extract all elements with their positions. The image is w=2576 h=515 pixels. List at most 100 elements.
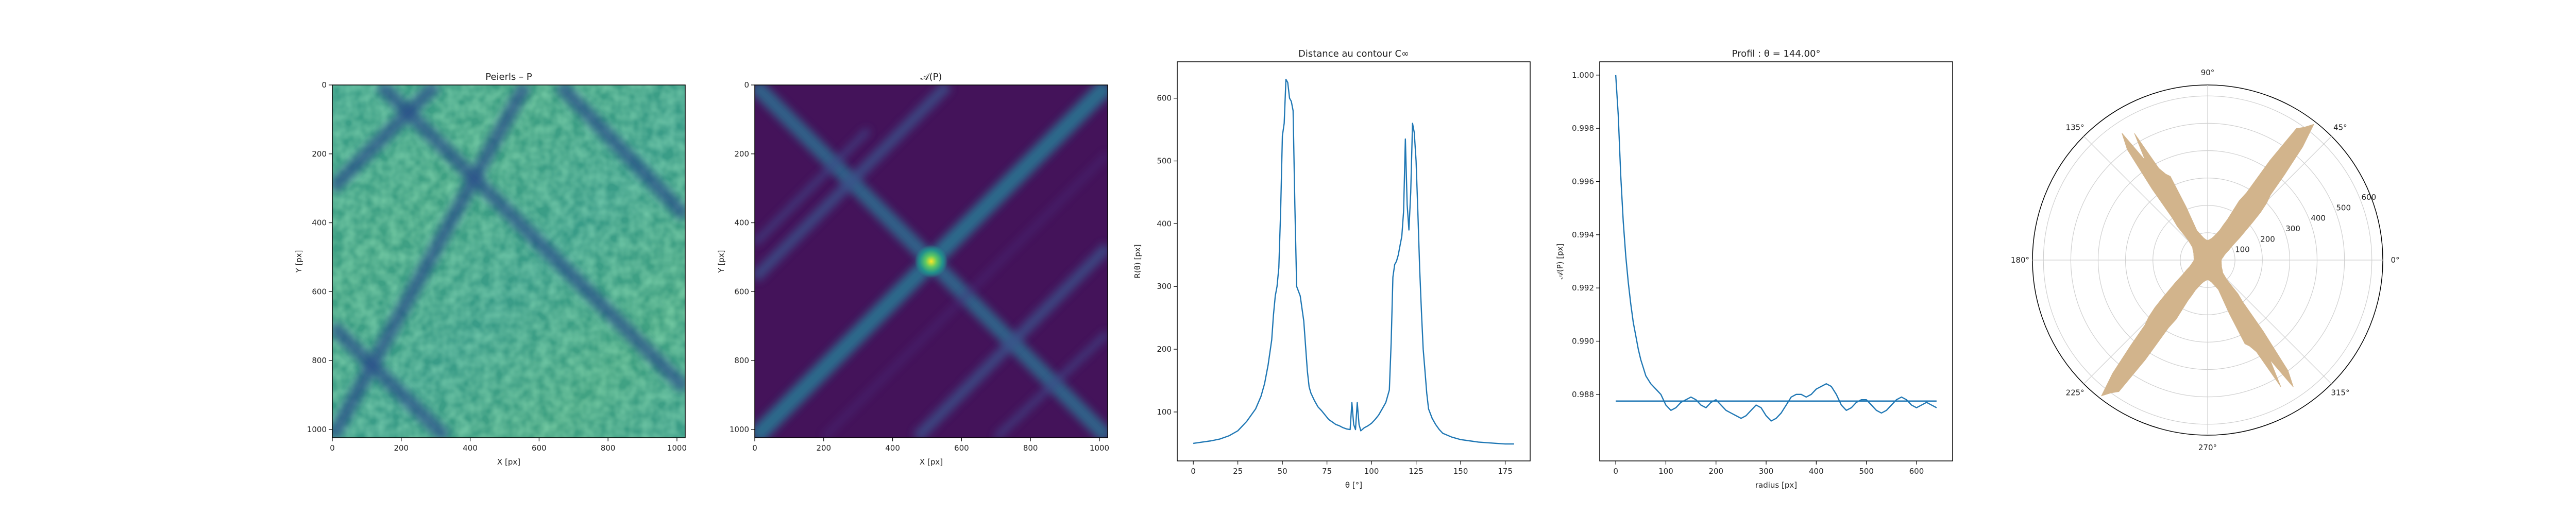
y-tick-label: 1000 [307, 425, 327, 434]
profile-series-line [1615, 75, 1937, 422]
theta-tick-label: 90° [2201, 68, 2215, 77]
y-tick-label: 400 [312, 218, 327, 228]
polar-grid-spoke [2083, 136, 2208, 261]
panel-title: Distance au contour C∞ [1298, 48, 1409, 59]
correlation-ridge [755, 127, 871, 246]
y-tick-label: 200 [734, 149, 749, 159]
x-tick-label: 25 [1233, 467, 1243, 476]
theta-tick-label: 0° [2391, 255, 2399, 265]
x-tick-label: 0 [752, 443, 757, 453]
theta-tick-label: 270° [2198, 443, 2217, 452]
dark-band [332, 85, 532, 438]
correlation-image [755, 85, 1108, 438]
correlation-ridge [912, 243, 1108, 438]
x-tick-label: 1000 [667, 443, 687, 453]
theta-tick-label: 315° [2331, 388, 2349, 397]
dark-band [332, 85, 440, 193]
y-tick-label: 100 [1157, 407, 1172, 417]
y-axis-label: Y [px] [717, 250, 726, 273]
x-tick-label: 200 [1708, 467, 1723, 476]
correlation-ridge [993, 330, 1108, 438]
x-tick-label: 100 [1658, 467, 1673, 476]
y-tick-label: 1.000 [1572, 71, 1594, 80]
dark-band [332, 321, 451, 438]
x-tick-label: 200 [816, 443, 831, 453]
x-tick-label: 300 [1759, 467, 1774, 476]
x-tick-label: 150 [1453, 467, 1468, 476]
x-tick-label: 600 [954, 443, 969, 453]
y-tick-label: 200 [1157, 345, 1172, 354]
y-tick-label: 0 [744, 80, 749, 90]
panel-title: Peierls – P [485, 72, 532, 82]
polar-contour-panel: 0° 45° 90° 135° 180° 225° 270° 315° 100 200 300 400… [2011, 68, 2400, 452]
y-axis-label: 𝒜(P) [px] [1555, 244, 1565, 280]
distance-series-line [1193, 78, 1514, 445]
y-tick-label: 800 [734, 356, 749, 365]
x-tick-label: 400 [885, 443, 900, 453]
r-tick-label: 400 [2311, 214, 2326, 223]
y-axis-label: Y [px] [294, 250, 303, 273]
x-tick-label: 0 [1613, 467, 1618, 476]
r-tick-label: 200 [2260, 234, 2275, 244]
x-axis-label: X [px] [920, 457, 943, 467]
y-tick-label: 600 [734, 287, 749, 296]
panel-title: Profil : θ = 144.00° [1732, 48, 1821, 59]
peierls-heatmap-panel: 0 0 200 200 400 400 600 600 800 800 1000 1000 Peierl… [294, 72, 687, 467]
y-tick-label: 500 [1157, 157, 1172, 166]
autocorrelation-heatmap-panel: 0 0 200 200 400 400 600 600 800 800 1000 1000 𝒜(P) X … [717, 72, 1109, 467]
x-tick-label: 1000 [1090, 443, 1109, 453]
plot-frame [1599, 61, 1953, 461]
profile-line-panel: 0 100 200 300 400 500 600 0.988 0.990 0.992 0.994 0… [1555, 48, 1953, 490]
y-tick-label: 0.996 [1572, 177, 1594, 186]
r-tick-label: 100 [2235, 245, 2250, 254]
dark-band [555, 85, 685, 221]
x-tick-label: 400 [1809, 467, 1824, 476]
y-tick-label: 300 [1157, 282, 1172, 291]
y-tick-label: 400 [1157, 219, 1172, 228]
correlation-ridge [755, 85, 952, 282]
y-tick-label: 0.988 [1572, 390, 1594, 399]
x-tick-label: 100 [1364, 467, 1379, 476]
x-tick-label: 175 [1498, 467, 1513, 476]
plot-frame [754, 84, 1108, 438]
panel-title: 𝒜(P) [921, 72, 942, 82]
x-axis-label: radius [px] [1755, 480, 1797, 490]
x-tick-label: 125 [1409, 467, 1423, 476]
y-tick-label: 0.994 [1572, 230, 1594, 239]
theta-tick-label: 225° [2066, 388, 2084, 397]
x-tick-label: 75 [1322, 467, 1332, 476]
r-tick-label: 500 [2336, 203, 2351, 212]
correlation-ridge [822, 152, 1108, 438]
y-tick-label: 400 [734, 218, 749, 228]
x-tick-label: 200 [394, 443, 409, 453]
polar-grid-spoke [2207, 260, 2332, 384]
x-tick-label: 600 [1909, 467, 1924, 476]
x-tick-label: 50 [1278, 467, 1287, 476]
x-axis-label: θ [°] [1345, 480, 1362, 490]
x-tick-label: 800 [1023, 443, 1038, 453]
theta-tick-label: 180° [2011, 255, 2029, 265]
y-tick-label: 600 [312, 287, 327, 296]
r-tick-label: 300 [2285, 224, 2300, 233]
x-tick-label: 0 [330, 443, 335, 453]
y-tick-label: 600 [1157, 94, 1172, 103]
x-axis-label: X [px] [497, 457, 520, 467]
y-tick-label: 1000 [730, 425, 749, 434]
x-tick-label: 500 [1859, 467, 1874, 476]
theta-tick-label: 135° [2066, 123, 2084, 132]
peierls-image [332, 85, 685, 438]
y-tick-label: 200 [312, 149, 327, 159]
y-axis-label: R(θ) [px] [1133, 244, 1142, 278]
x-tick-label: 400 [463, 443, 478, 453]
x-tick-label: 0 [1191, 467, 1196, 476]
y-tick-label: 0.998 [1572, 124, 1594, 133]
theta-tick-label: 45° [2333, 123, 2347, 132]
y-tick-label: 0.992 [1572, 283, 1594, 293]
r-tick-label: 600 [2361, 193, 2376, 202]
y-tick-label: 0 [321, 80, 327, 90]
plot-frame [332, 84, 686, 438]
distance-contour-line-panel: 0 25 50 75 100 125 150 175 100 200 300 400 500 600 Dis… [1133, 48, 1531, 490]
x-tick-label: 600 [532, 443, 547, 453]
correlation-peak [914, 245, 948, 278]
